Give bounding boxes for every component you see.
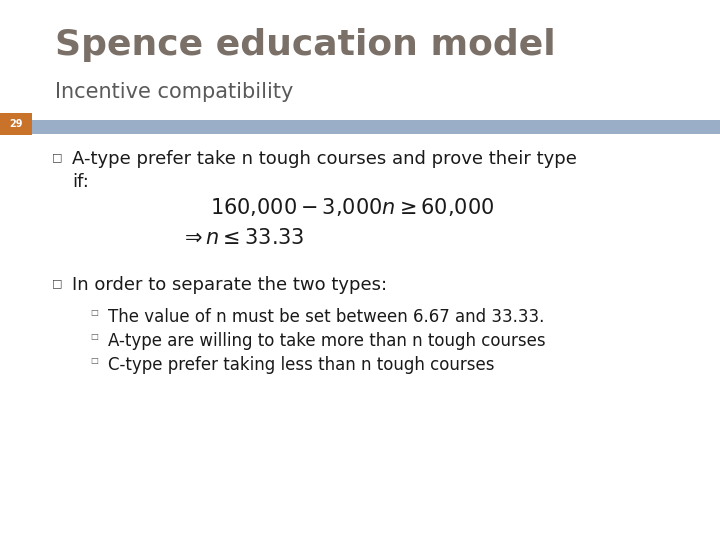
- Text: The value of n must be set between 6.67 and 33.33.: The value of n must be set between 6.67 …: [108, 308, 544, 326]
- Text: $\Rightarrow n \leq 33.33$: $\Rightarrow n \leq 33.33$: [180, 228, 305, 248]
- Text: □: □: [90, 308, 98, 317]
- Text: C-type prefer taking less than n tough courses: C-type prefer taking less than n tough c…: [108, 356, 495, 374]
- Text: 29: 29: [9, 119, 23, 129]
- Text: □: □: [90, 356, 98, 365]
- Text: Spence education model: Spence education model: [55, 28, 556, 62]
- Text: A-type are willing to take more than n tough courses: A-type are willing to take more than n t…: [108, 332, 546, 350]
- Text: □: □: [90, 332, 98, 341]
- FancyBboxPatch shape: [0, 113, 32, 135]
- Text: Incentive compatibility: Incentive compatibility: [55, 82, 293, 102]
- Text: if:: if:: [72, 173, 89, 191]
- FancyBboxPatch shape: [0, 120, 720, 134]
- Text: □: □: [52, 278, 63, 288]
- Text: In order to separate the two types:: In order to separate the two types:: [72, 276, 387, 294]
- Text: $160{,}000 - 3{,}000n \geq 60{,}000$: $160{,}000 - 3{,}000n \geq 60{,}000$: [210, 196, 494, 218]
- Text: A-type prefer take n tough courses and prove their type: A-type prefer take n tough courses and p…: [72, 150, 577, 168]
- Text: □: □: [52, 152, 63, 162]
